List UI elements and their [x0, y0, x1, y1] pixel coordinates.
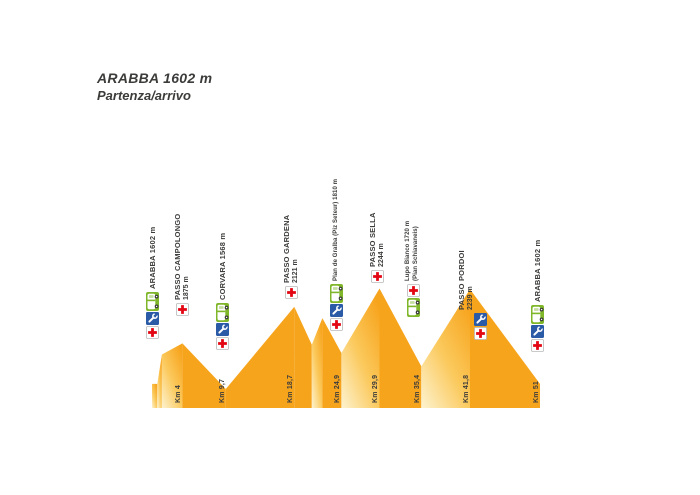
profile-segment [341, 288, 380, 408]
medical-icon [473, 327, 487, 340]
km-tick-label: Km 9,7 [218, 378, 226, 403]
km-tick-label: Km 4 [175, 385, 183, 403]
km-tick-label: Km 35,4 [414, 374, 422, 403]
shuttle-icon [329, 284, 343, 303]
profile-segment [322, 318, 342, 408]
medical-icon [371, 270, 384, 283]
km-tick-label: Km 24,9 [334, 374, 342, 403]
shuttle-icon [216, 303, 230, 322]
medical-icon [530, 339, 544, 352]
waypoint-elevation: 2121 m [292, 259, 300, 283]
km-tick-label: Km 51 [533, 380, 540, 403]
waypoint-elevation: 1875 m [183, 276, 191, 300]
profile-segment [294, 306, 312, 408]
waypoint-label: ARABBA 1602 m [148, 227, 157, 289]
waypoint-label: ARABBA 1602 m [533, 240, 542, 302]
profile-segment [421, 289, 470, 408]
waypoint-label: Plan de Gralba (Piz Seteur) 1810 m [332, 179, 340, 281]
waypoint-name: PASSO GARDENA [282, 214, 292, 283]
waypoint-elevation: (Pian Schiavaneis) [413, 226, 420, 281]
page-title: ARABBA 1602 m [97, 70, 213, 86]
profile-segment [182, 343, 226, 408]
mechanic-icon [473, 313, 487, 326]
medical-icon [284, 286, 298, 299]
waypoint-label: PASSO SELLA 2244 m [368, 212, 386, 267]
shuttle-icon [530, 305, 544, 324]
medical-icon [330, 318, 343, 331]
waypoint-label: Lupo Bianco 1720 m (Pian Schiavaneis) [404, 221, 420, 281]
medical-icon [216, 337, 230, 350]
profile-segment [470, 289, 540, 408]
shuttle-icon [406, 298, 420, 317]
waypoint-name: PASSO PORDOI [457, 250, 466, 310]
waypoint-label: PASSO CAMPOLONGO 1875 m [173, 214, 191, 300]
profile-segment [379, 288, 422, 408]
page-subtitle: Partenza/arrivo [97, 88, 191, 103]
medical-icon [176, 303, 189, 316]
km-tick-label: Km 29,9 [372, 374, 380, 403]
waypoint-name: ARABBA 1602 m [147, 226, 157, 289]
mechanic-icon [216, 323, 230, 336]
waypoint-name: CORVARA 1568 m [218, 232, 228, 300]
waypoint-name: ARABBA 1602 m [532, 239, 542, 302]
medical-icon [145, 326, 159, 339]
shuttle-icon [145, 292, 159, 311]
profile-segment [225, 306, 295, 408]
waypoint-label: CORVARA 1568 m [218, 233, 227, 300]
profile-segment [311, 318, 323, 408]
profile-segment [157, 354, 162, 408]
km-tick-label: Km 41,8 [463, 374, 470, 403]
profile-segment [161, 343, 183, 408]
mechanic-icon [530, 325, 544, 338]
waypoint-elevation: 2239 m [467, 286, 474, 310]
medical-icon [406, 284, 420, 297]
waypoint-name: Plan de Gralba (Piz Seteur) 1810 m [332, 178, 339, 281]
km-tick-label: Km 18,7 [287, 374, 295, 403]
waypoint-label: PASSO PORDOI 2239 m [457, 250, 475, 310]
mechanic-icon [145, 312, 159, 325]
mechanic-icon [329, 304, 343, 317]
waypoint-elevation: 2244 m [378, 243, 386, 267]
waypoint-label: PASSO GARDENA 2121 m [282, 215, 300, 283]
profile-segment [152, 383, 158, 408]
